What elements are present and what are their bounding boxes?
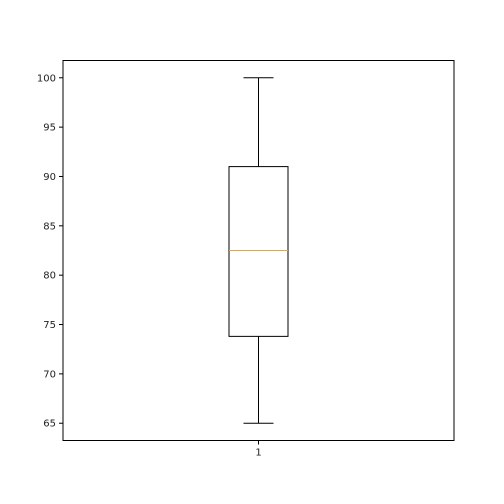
box-group: [228, 77, 289, 424]
y-tick-label: 85: [43, 221, 56, 232]
box-iqr: [228, 166, 289, 337]
y-tick-label: 95: [43, 123, 56, 134]
y-tick-label: 75: [43, 320, 56, 331]
y-tick-label: 70: [43, 369, 56, 380]
x-tick-label: 1: [255, 448, 261, 459]
y-tick-label: 100: [37, 73, 56, 84]
x-axis: 1: [255, 440, 262, 459]
y-tick-label: 80: [43, 271, 56, 282]
y-tick-label: 65: [43, 419, 56, 430]
y-tick-label: 90: [43, 172, 56, 183]
box-series: [228, 77, 289, 424]
y-axis: 65 70 75 80 85 90 95 100: [37, 73, 63, 430]
